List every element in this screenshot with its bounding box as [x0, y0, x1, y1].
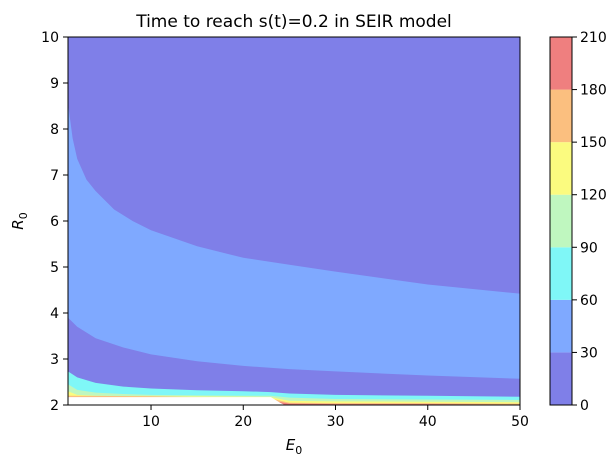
plot-area [68, 37, 520, 405]
colorbar-tick-label: 150 [580, 135, 607, 151]
colorbar-tick-label: 90 [580, 240, 598, 256]
x-axis-label-main: E [286, 436, 296, 454]
colorbar-segment [550, 352, 572, 405]
colorbar-tick-label: 120 [580, 188, 607, 204]
y-tick-label: 5 [50, 260, 59, 276]
x-tick-label: 30 [327, 414, 345, 430]
x-axis-label: E0 [286, 436, 302, 457]
colorbar-tick-label: 180 [580, 83, 607, 99]
y-tick-label: 7 [50, 168, 59, 184]
x-axis-label-subscript: 0 [295, 444, 302, 457]
y-tick-label: 8 [50, 122, 59, 138]
colorbar-tick-label: 30 [580, 345, 598, 361]
colorbar-segment [550, 89, 572, 143]
colorbar-tick-label: 210 [580, 30, 607, 46]
y-axis-label-subscript: 0 [17, 212, 30, 219]
colorbar-segment [550, 194, 572, 248]
x-axis: 10 20 30 40 50 [142, 405, 529, 430]
y-axis-label: R0 [9, 212, 30, 229]
contour-band-1 [68, 103, 520, 379]
undefined-region [68, 397, 285, 405]
colorbar-segment [550, 247, 572, 300]
colorbar-segment [550, 37, 572, 90]
colorbar-segment [550, 142, 572, 195]
colorbar-tick-label: 0 [580, 398, 589, 414]
y-axis: 2 3 4 5 6 7 8 9 10 [41, 30, 68, 414]
x-tick-label: 40 [419, 414, 437, 430]
y-tick-label: 4 [50, 306, 59, 322]
y-tick-label: 6 [50, 214, 59, 230]
chart-title: Time to reach s(t)=0.2 in SEIR model [135, 12, 452, 32]
colorbar-tick-label: 60 [580, 293, 598, 309]
y-tick-label: 3 [50, 352, 59, 368]
y-tick-label: 9 [50, 76, 59, 92]
colorbar-frame [549, 36, 573, 406]
y-tick-label: 10 [41, 30, 59, 46]
y-tick-label: 2 [50, 398, 59, 414]
x-tick-label: 20 [234, 414, 252, 430]
x-tick-label: 50 [511, 414, 529, 430]
y-axis-label-main: R [9, 219, 27, 229]
colorbar-segment [550, 299, 572, 353]
x-tick-label: 10 [142, 414, 160, 430]
colorbar: 0 30 60 90 120 150 180 210 [549, 30, 607, 414]
